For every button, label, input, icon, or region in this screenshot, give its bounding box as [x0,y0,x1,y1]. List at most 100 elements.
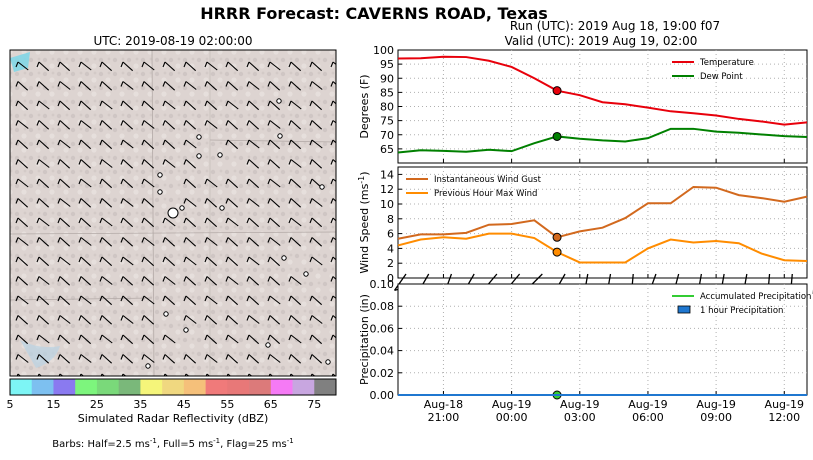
x-tick-label: 06:00 [632,411,664,424]
map-wind-barb [330,81,336,87]
map-wind-barb [141,276,155,286]
map-wind-barb [331,373,336,376]
map-wind-barb [162,256,176,267]
map-wind-barb [309,256,323,266]
map-wind-barb [183,315,197,324]
map-wind-barb [204,217,218,228]
map-wind-barb [99,334,113,344]
map-wind-barb [162,81,176,91]
map-wind-barb [162,100,176,110]
map-wind-barb [15,217,29,228]
map-wind-barb [162,334,176,344]
map-wind-barb [246,217,260,228]
map-wind-barb [225,139,239,150]
map-wind-barb [162,217,176,227]
map-wind-barb [57,276,71,286]
map-wind-barb [57,61,71,72]
map-wind-barb [267,237,281,246]
map-wind-barb [267,276,281,286]
colorbar-tick-label: 5 [7,398,14,411]
map-wind-barb [288,295,302,306]
colorbar-swatch [249,379,272,395]
map-wind-barb [15,81,29,91]
map-wind-barb [204,100,218,111]
map-wind-barb [120,237,134,247]
map-wind-barb [99,315,113,325]
map-wind-barb [36,237,50,247]
map-wind-barb [246,61,260,72]
x-tick-label: 09:00 [700,411,732,424]
site-marker [167,207,179,219]
colorbar-swatch [162,379,185,395]
map-wind-barb [267,178,281,188]
y-tick-label: 4 [387,242,394,255]
map-wind-barb [78,217,92,228]
y-tick-label: 0.00 [370,389,395,402]
map-wind-barb [99,120,113,130]
map-wind-barb [57,120,71,130]
y-tick-label: 100 [373,44,394,57]
x-tick-label: Aug-18 [424,398,463,411]
legend-entry: Dew Point [700,72,743,82]
map-wind-barb [330,198,336,204]
map-wind-barb [57,256,71,266]
map-wind-barb [267,334,281,345]
map-wind-barb [99,295,113,306]
map-wind-barb [246,315,260,324]
map-wind-barb [225,178,239,189]
colorbar-swatch [96,379,119,395]
map-wind-barb [246,354,260,364]
map-wind-barb [36,159,50,168]
map-wind-barb [288,178,302,189]
map-wind-barb [204,178,218,188]
map-wind-barb [310,373,316,376]
map-wind-barb [120,256,134,266]
map-wind-barb [36,315,50,325]
map-wind-barb [78,100,92,111]
calm-wind-marker [265,342,271,348]
map-wind-barb [141,120,155,129]
legend-entry: Accumulated Precipitation [700,292,811,302]
map-wind-barb [120,100,134,111]
map-wind-barb [183,100,197,111]
map-wind-barb [267,256,281,267]
colorbar-tick-label: 55 [220,398,234,411]
calm-wind-marker [179,205,185,211]
map-wind-barb [204,354,218,363]
map-wind-barb [183,120,197,130]
map-wind-barb [121,373,127,376]
map-wind-barb [57,159,71,169]
map-wind-barb [78,178,92,188]
map-wind-barb [57,81,71,90]
map-wind-barb [183,237,197,247]
calm-wind-marker [219,205,225,211]
map-wind-barb [58,373,64,376]
map-wind-barb [36,295,50,306]
map-wind-barb [15,276,29,286]
series-line-1 [397,232,808,264]
calm-wind-marker [196,153,202,159]
calm-wind-marker [217,152,223,158]
map-wind-barb [205,373,211,376]
x-tick-label: Aug-19 [560,398,599,411]
map-wind-barb [330,237,336,243]
legend-entry: Previous Hour Max Wind [434,189,537,199]
map-wind-barb [57,198,71,207]
map-wind-barb [330,276,336,282]
calm-wind-marker [281,255,287,261]
y-tick-label: 70 [380,129,394,142]
map-wind-barb [120,276,134,286]
map-wind-barb [15,354,29,363]
series-line-1 [397,127,808,154]
calm-wind-marker [319,184,325,190]
y-tick-label: 0.10 [370,278,395,291]
map-wind-barb [162,61,176,72]
map-wind-barb [15,256,29,267]
map-wind-barb [57,139,71,149]
map-wind-barb [225,120,239,130]
map-wind-barb [57,295,71,306]
y-tick-label: 85 [380,86,394,99]
map-wind-barb [204,81,218,91]
map-wind-barb [330,159,336,165]
